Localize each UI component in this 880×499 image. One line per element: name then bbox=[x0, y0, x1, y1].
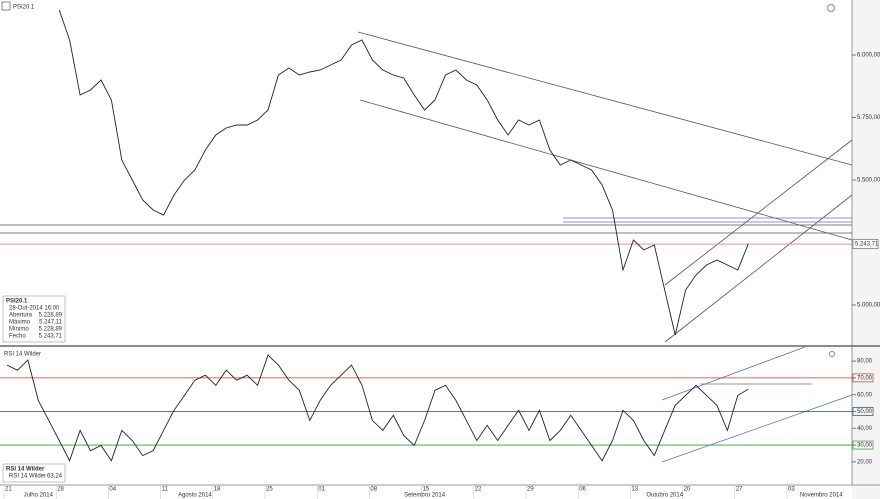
x-tick-label: 18 bbox=[214, 487, 221, 493]
level-box bbox=[852, 373, 874, 383]
info-value: 5.228,89 bbox=[39, 327, 63, 333]
month-label: Julho 2014 bbox=[24, 493, 54, 499]
info-title: RSI 14 Wilder bbox=[6, 467, 45, 473]
x-tick-label: 08 bbox=[370, 487, 377, 493]
axis-strip bbox=[852, 0, 880, 499]
y-tick-label: 6.000,00 bbox=[857, 53, 880, 59]
info-key: RSI 14 Wilder bbox=[9, 474, 46, 480]
rsi-trend-lines bbox=[661, 346, 853, 463]
x-tick-label: 21 bbox=[5, 487, 12, 493]
y-tick-label: 20,00 bbox=[857, 459, 873, 465]
x-tick-label: 20 bbox=[684, 487, 691, 493]
level-box bbox=[852, 440, 874, 450]
series-line bbox=[6, 354, 749, 462]
info-value: 63,24 bbox=[47, 474, 63, 480]
x-tick-label: 11 bbox=[162, 487, 169, 493]
y-tick-label: 70,00 bbox=[857, 375, 873, 381]
info-date: 28-Out-2014 16:00 bbox=[9, 306, 60, 312]
x-tick-label: 01 bbox=[318, 487, 325, 493]
x-tick-label: 15 bbox=[423, 487, 430, 493]
month-label: Novembro 2014 bbox=[800, 493, 843, 499]
month-label: Setembro 2014 bbox=[404, 493, 446, 499]
y-tick-label: 80,00 bbox=[857, 359, 873, 365]
info-box bbox=[2, 295, 66, 343]
current-label: 5.243,71 bbox=[855, 242, 879, 248]
x-tick-label: 03 bbox=[788, 487, 795, 493]
current-box bbox=[852, 239, 879, 249]
settings-icon[interactable] bbox=[827, 4, 835, 12]
x-tick-label: 29 bbox=[527, 487, 534, 493]
y-tick-label: 50,00 bbox=[857, 409, 873, 415]
level-box bbox=[852, 407, 874, 416]
x-tick-label: 04 bbox=[109, 487, 116, 493]
y-tick-label: 60,00 bbox=[857, 392, 873, 398]
x-tick-label: 13 bbox=[631, 487, 638, 493]
info-key: Máximo bbox=[9, 320, 31, 326]
series-line bbox=[58, 9, 749, 336]
x-tick-label: 22 bbox=[475, 487, 482, 493]
y-tick-label: 5.750,00 bbox=[857, 115, 880, 121]
info-key: Mínimo bbox=[9, 327, 29, 333]
info-title: PSI20.1 bbox=[6, 299, 28, 305]
y-tick-label: 40,00 bbox=[857, 426, 873, 432]
info-key: Abertura bbox=[9, 313, 33, 319]
chart-icon[interactable] bbox=[1, 1, 11, 11]
info-value: 5.243,71 bbox=[39, 334, 63, 340]
chart-title: PSI20.1 bbox=[13, 5, 35, 11]
settings-icon[interactable] bbox=[829, 351, 835, 357]
x-tick-label: 28 bbox=[57, 487, 64, 493]
month-label: Agosto 2014 bbox=[178, 493, 212, 499]
trend-lines bbox=[357, 31, 853, 343]
x-tick-label: 27 bbox=[736, 487, 743, 493]
rsi-title: RSI 14 Wilder bbox=[4, 352, 41, 358]
info-key: Fecho bbox=[9, 334, 26, 340]
info-value: 5.228,89 bbox=[39, 313, 63, 319]
x-tick-label: 25 bbox=[266, 487, 273, 493]
y-tick-label: 5.000,00 bbox=[857, 303, 880, 309]
y-tick-label: 30,00 bbox=[857, 443, 873, 449]
x-tick-label: 06 bbox=[579, 487, 586, 493]
month-label: Outubro 2014 bbox=[646, 493, 683, 499]
info-box bbox=[2, 463, 66, 483]
y-tick-label: 5.500,00 bbox=[857, 178, 880, 184]
info-value: 5.247,11 bbox=[39, 320, 63, 326]
